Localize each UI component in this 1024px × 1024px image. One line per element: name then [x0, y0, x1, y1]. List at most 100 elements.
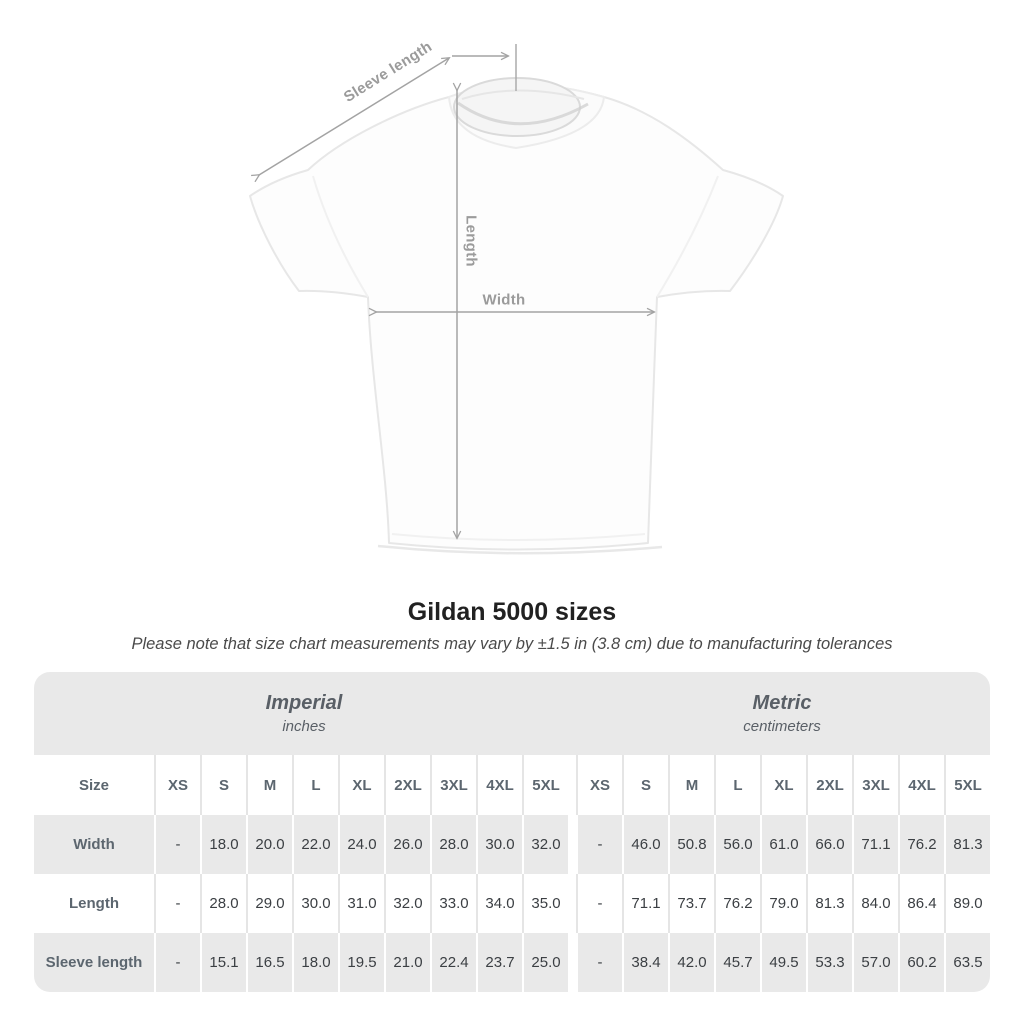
table-cell: 19.5 — [338, 933, 384, 992]
size-header-cell: XS — [154, 755, 200, 815]
table-cell: - — [576, 874, 622, 933]
tshirt-collar-opening — [453, 77, 581, 137]
metric-unit-label: centimeters — [743, 718, 821, 735]
table-cell: 71.1 — [622, 874, 668, 933]
table-cell: 79.0 — [760, 874, 806, 933]
imperial-header: Imperial inches — [34, 672, 574, 755]
tolerance-note: Please note that size chart measurements… — [131, 635, 893, 653]
table-cell: 16.5 — [246, 933, 292, 992]
size-header-cell: 2XL — [384, 755, 430, 815]
table-cell: 21.0 — [384, 933, 430, 992]
table-cell: 22.4 — [430, 933, 476, 992]
table-cell: 71.1 — [852, 815, 898, 874]
size-header-cell: 3XL — [430, 755, 476, 815]
size-header-cell: XL — [760, 755, 806, 815]
imperial-label: Imperial — [265, 692, 343, 714]
table-row-sleeve-length: Sleeve length - 15.1 16.5 18.0 19.5 21.0… — [34, 933, 990, 992]
tshirt-illustration — [249, 44, 784, 555]
table-cell: 18.0 — [292, 933, 338, 992]
size-header-cell: XL — [338, 755, 384, 815]
table-cell: 50.8 — [668, 815, 714, 874]
metric-header: Metric centimeters — [574, 672, 990, 755]
size-header-cell: M — [246, 755, 292, 815]
table-cell: 76.2 — [714, 874, 760, 933]
group-divider — [568, 815, 576, 874]
page-title: Gildan 5000 sizes — [407, 598, 617, 626]
table-cell: 86.4 — [898, 874, 944, 933]
table-cell: 81.3 — [944, 815, 990, 874]
size-chart-table: Imperial inches Metric centimeters Size … — [34, 672, 990, 992]
table-cell: 28.0 — [430, 815, 476, 874]
table-cell: 46.0 — [622, 815, 668, 874]
tshirt-measurement-diagram: Sleeve length Length Width — [249, 38, 784, 555]
table-cell: 63.5 — [944, 933, 990, 992]
table-cell: 22.0 — [292, 815, 338, 874]
row-label: Width — [73, 836, 115, 853]
imperial-unit-label: inches — [282, 718, 326, 735]
table-cell: 84.0 — [852, 874, 898, 933]
table-cell: 29.0 — [246, 874, 292, 933]
table-cell: 31.0 — [338, 874, 384, 933]
size-header-cell: 5XL — [944, 755, 990, 815]
size-header-cell: 3XL — [852, 755, 898, 815]
table-cell: - — [154, 874, 200, 933]
unit-system-header: Imperial inches Metric centimeters — [34, 672, 990, 755]
table-cell: 53.3 — [806, 933, 852, 992]
group-divider — [568, 874, 576, 933]
size-header-cell: S — [622, 755, 668, 815]
size-column-header: Size — [78, 776, 109, 794]
table-cell: 24.0 — [338, 815, 384, 874]
table-cell: 81.3 — [806, 874, 852, 933]
table-cell: 45.7 — [714, 933, 760, 992]
group-divider — [568, 755, 576, 815]
table-cell: 38.4 — [622, 933, 668, 992]
size-header-cell: XS — [576, 755, 622, 815]
size-header-cell: 2XL — [806, 755, 852, 815]
width-label: Width — [482, 291, 526, 309]
table-cell: 30.0 — [476, 815, 522, 874]
size-header-cell: 4XL — [476, 755, 522, 815]
table-cell: 60.2 — [898, 933, 944, 992]
size-header-cell: S — [200, 755, 246, 815]
table-cell: 28.0 — [200, 874, 246, 933]
size-header-cell: L — [292, 755, 338, 815]
table-row-width: Width - 18.0 20.0 22.0 24.0 26.0 28.0 30… — [34, 815, 990, 874]
table-cell: 35.0 — [522, 874, 568, 933]
sleeve-measure-line — [259, 58, 449, 175]
table-cell: 23.7 — [476, 933, 522, 992]
group-divider — [568, 933, 576, 992]
table-cell: 33.0 — [430, 874, 476, 933]
table-cell: 73.7 — [668, 874, 714, 933]
table-cell: 61.0 — [760, 815, 806, 874]
table-cell: 26.0 — [384, 815, 430, 874]
table-cell: - — [154, 815, 200, 874]
length-label: Length — [462, 215, 480, 267]
row-label: Length — [69, 895, 119, 912]
table-cell: 56.0 — [714, 815, 760, 874]
table-cell: 18.0 — [200, 815, 246, 874]
table-cell: 34.0 — [476, 874, 522, 933]
size-header-cell: M — [668, 755, 714, 815]
table-cell: 57.0 — [852, 933, 898, 992]
table-cell: 32.0 — [384, 874, 430, 933]
table-cell: 25.0 — [522, 933, 568, 992]
size-header-row: Size XS S M L XL 2XL 3XL 4XL 5XL XS S M … — [34, 755, 990, 815]
size-header-cell: 4XL — [898, 755, 944, 815]
table-cell: 89.0 — [944, 874, 990, 933]
table-cell: - — [576, 933, 622, 992]
row-label: Sleeve length — [45, 954, 143, 971]
table-cell: 20.0 — [246, 815, 292, 874]
table-cell: 15.1 — [200, 933, 246, 992]
table-cell: - — [154, 933, 200, 992]
table-cell: 76.2 — [898, 815, 944, 874]
table-cell: 49.5 — [760, 933, 806, 992]
size-header-cell: L — [714, 755, 760, 815]
table-row-length: Length - 28.0 29.0 30.0 31.0 32.0 33.0 3… — [34, 874, 990, 933]
tshirt-body — [249, 83, 784, 551]
table-cell: - — [576, 815, 622, 874]
table-cell: 42.0 — [668, 933, 714, 992]
size-header-cell: 5XL — [522, 755, 568, 815]
metric-label: Metric — [752, 692, 812, 714]
table-cell: 30.0 — [292, 874, 338, 933]
table-cell: 32.0 — [522, 815, 568, 874]
